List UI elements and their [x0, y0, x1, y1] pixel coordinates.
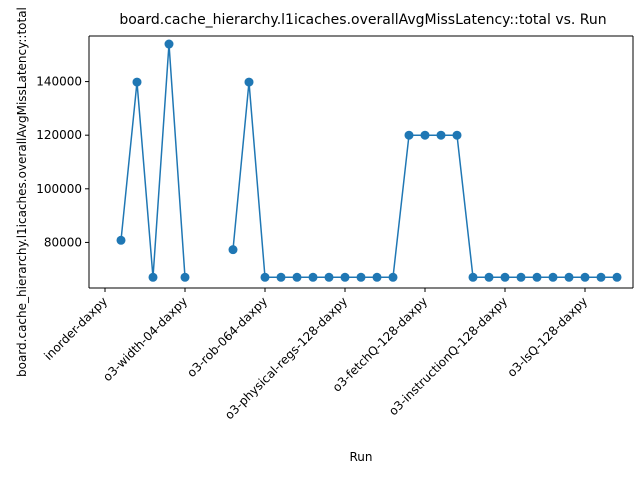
y-tick-label: 140000 — [36, 75, 82, 89]
data-point — [596, 272, 606, 282]
y-axis-label: board.cache_hierarchy.l1icaches.overallA… — [15, 7, 29, 377]
data-point — [500, 272, 510, 282]
data-point — [532, 272, 542, 282]
data-point — [228, 245, 238, 255]
data-point — [148, 272, 158, 282]
plot-area — [89, 35, 634, 288]
y-axis-label-group: board.cache_hierarchy.l1icaches.overallA… — [15, 7, 29, 377]
y-axis: 80000 100000 120000 140000 — [36, 36, 90, 288]
data-point — [356, 272, 366, 282]
data-point — [180, 272, 190, 282]
series-line — [232, 82, 617, 279]
chart-title: board.cache_hierarchy.l1icaches.overallA… — [119, 12, 606, 28]
data-point — [164, 39, 174, 49]
data-point — [132, 77, 142, 87]
data-point — [340, 272, 350, 282]
x-tick-label: o3-lsQ-128-daxpy — [505, 294, 591, 380]
y-tick-label: 120000 — [36, 128, 82, 142]
x-axis: inorder-daxpyo3-width-04-daxpyo3-rob-064… — [41, 287, 633, 422]
data-point — [580, 272, 590, 282]
data-point — [388, 272, 398, 282]
data-point — [404, 130, 414, 140]
data-point — [484, 272, 494, 282]
data-point — [308, 272, 318, 282]
y-tick-label: 100000 — [36, 182, 82, 196]
data-point — [436, 130, 446, 140]
data-point — [452, 130, 462, 140]
data-point — [324, 272, 334, 282]
data-point — [612, 272, 622, 282]
y-tick-label: 80000 — [44, 235, 82, 249]
data-point — [260, 272, 270, 282]
data-point — [276, 272, 286, 282]
x-tick-label: o3-rob-064-daxpy — [184, 294, 270, 380]
data-point — [116, 235, 126, 245]
data-point — [244, 77, 254, 87]
x-tick-label: o3-width-04-daxpy — [100, 294, 190, 384]
data-point — [372, 272, 382, 282]
data-point — [420, 130, 430, 140]
data-point — [516, 272, 526, 282]
x-tick-label: inorder-daxpy — [41, 294, 110, 363]
data-point — [564, 272, 574, 282]
data-point — [548, 272, 558, 282]
x-axis-label: Run — [349, 450, 372, 464]
data-point — [468, 272, 478, 282]
series-line — [120, 43, 186, 278]
data-point — [292, 272, 302, 282]
